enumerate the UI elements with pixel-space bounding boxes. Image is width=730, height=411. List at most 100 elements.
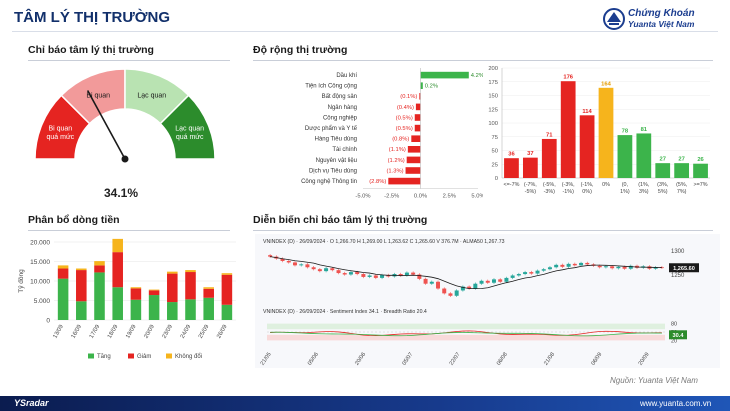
candle-body (597, 265, 602, 268)
flow-bar-segment (185, 272, 196, 300)
sector-value: (1.1%) (389, 147, 406, 153)
candle-body (330, 268, 335, 271)
dist-category-label: (-3%, (562, 182, 575, 188)
dist-y-tick: 75 (492, 135, 498, 141)
dist-category-label: (-5%, (543, 182, 556, 188)
flow-x-tick: 13/09 (52, 324, 64, 340)
dist-category-label: 1%) (620, 189, 630, 195)
flow-x-tick: 20/09 (143, 324, 155, 340)
dist-value-label: 78 (622, 129, 629, 135)
dist-bar (693, 163, 708, 178)
sector-label: Công nghệ Thông tin (301, 179, 357, 185)
dist-value-label: 164 (601, 81, 611, 87)
flow-bar-segment (167, 273, 178, 303)
flow-bar-segment (94, 265, 105, 273)
sector-value: (0.1%) (400, 94, 417, 100)
price-change-distribution-chart: 0 25 50 75 100 125 150 175 200 36 <=-7% 37 (-7%,-5%)… (488, 66, 710, 195)
dist-bar (579, 115, 595, 178)
flow-bar-segment (148, 290, 160, 296)
flow-legend-swatch (166, 353, 172, 359)
sector-tick-label: 5.0% (471, 194, 483, 200)
candle-body (579, 262, 584, 266)
sector-bar (414, 124, 421, 132)
flow-y-tick: 20.000 (30, 240, 50, 247)
dist-y-tick: 125 (488, 107, 498, 113)
candle-body (585, 262, 590, 265)
candle-body (554, 264, 559, 268)
sector-value: (0.4%) (397, 105, 414, 111)
flow-x-tick: 17/09 (89, 324, 101, 340)
sector-bar (405, 167, 421, 174)
candle-body (305, 264, 310, 268)
candle-body (572, 263, 577, 266)
sector-value: (1.2%) (388, 158, 405, 164)
gauge-section-title: Chỉ báo tâm lý thị trường (28, 44, 154, 56)
candle-body (616, 266, 621, 269)
flow-bar-segment (112, 287, 123, 320)
sector-label: Tiện ích Công cộng (305, 84, 357, 90)
price-last-badge (669, 263, 699, 273)
flow-bar-segment (148, 289, 160, 291)
sector-label: Dịch vụ Tiêu dùng (309, 168, 357, 174)
dist-bar (504, 158, 519, 178)
candle-body (280, 258, 285, 261)
flow-bar-segment (130, 288, 142, 300)
candle-body (454, 290, 459, 296)
dist-category-label: 7%) (677, 189, 687, 195)
flow-y-tick: 5.000 (34, 298, 51, 305)
dist-value-label: 37 (527, 151, 533, 157)
flow-bar-segment (94, 261, 105, 266)
sector-value: (1.3%) (386, 168, 403, 174)
candle-body (417, 274, 422, 279)
dist-y-tick: 150 (488, 94, 498, 100)
sector-label: Dược phẩm và Y tế (305, 125, 358, 132)
flow-y-tick: 10.000 (30, 279, 50, 286)
flow-bar-segment (167, 271, 178, 274)
sector-value: (2.8%) (369, 179, 386, 185)
price-y-tick: 1250 (671, 273, 685, 279)
footer-bar (0, 396, 730, 411)
flow-x-tick: 24/09 (180, 324, 192, 340)
candle-body (292, 262, 297, 266)
sector-tick-label: -2.5% (384, 194, 399, 200)
candle-body (336, 270, 341, 274)
candle-body (436, 281, 441, 289)
sector-value: (0.8%) (392, 137, 409, 143)
sector-label: Công nghiệp (323, 115, 358, 121)
indicator-lower-band (267, 334, 665, 341)
candle-body (380, 275, 385, 278)
flow-bar-segment (167, 302, 178, 320)
dist-category-label: -5%) (525, 189, 537, 195)
gauge-zone-label: Bi quan (86, 92, 110, 99)
sector-bar (420, 82, 423, 89)
candle-body (442, 288, 447, 294)
flow-legend-swatch (128, 353, 134, 359)
dist-category-label: -1%) (562, 189, 574, 195)
candle-body (448, 293, 453, 296)
dist-category-label: (5%, (676, 182, 688, 188)
dist-y-tick: 100 (488, 121, 498, 127)
dist-y-tick: 0 (495, 176, 498, 182)
sector-label: Bất động sản (322, 94, 357, 100)
dist-value-label: 36 (508, 152, 515, 158)
dist-bar (560, 81, 576, 178)
brand-line1: Chứng Khoán (628, 8, 695, 19)
flow-bar-segment (148, 295, 160, 320)
flow-bar-segment (57, 278, 69, 320)
flow-x-tick: 26/09 (216, 324, 228, 340)
candle-body (342, 273, 347, 275)
flow-y-label: Tỷ đồng (16, 269, 25, 293)
sector-tick-label: -5.0% (355, 194, 370, 200)
sector-bar (388, 177, 421, 185)
sector-bar (406, 156, 421, 164)
candle-body (622, 266, 627, 269)
flow-x-tick: 16/09 (71, 324, 83, 340)
dist-y-tick: 200 (488, 66, 498, 72)
dist-value-label: 114 (582, 109, 592, 115)
sector-value: (0.5%) (396, 126, 413, 132)
candle-body (479, 280, 484, 284)
candle-body (628, 265, 633, 269)
dist-bar (541, 138, 557, 178)
candle-body (566, 263, 571, 267)
sector-breadth-chart: Dầu khí 4.2% Tiện ích Công cộng 0.2% Bất độn… (301, 68, 483, 200)
